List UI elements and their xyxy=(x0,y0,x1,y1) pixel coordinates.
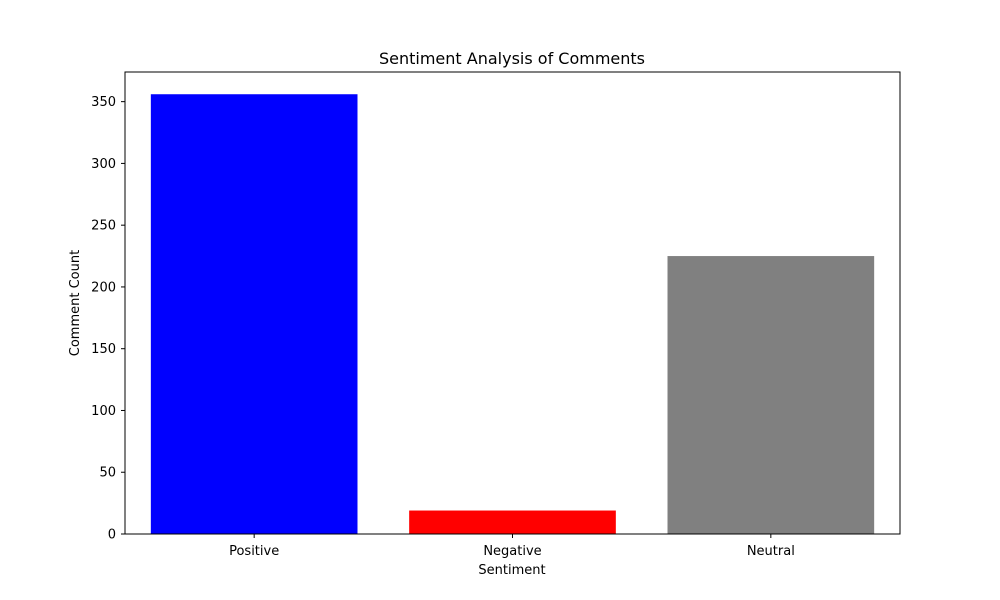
x-tick-label: Positive xyxy=(229,544,279,559)
x-tick-label: Neutral xyxy=(747,544,795,559)
bars-group xyxy=(150,94,875,534)
x-axis-ticks: Positive Negative Neutral xyxy=(229,534,795,559)
y-tick-label: 200 xyxy=(91,280,116,295)
y-tick-label: 50 xyxy=(99,466,116,481)
x-axis-label: Sentiment xyxy=(478,563,545,578)
y-axis-label: Comment Count xyxy=(68,250,83,356)
chart-title: Sentiment Analysis of Comments xyxy=(379,49,645,68)
y-tick-label: 350 xyxy=(91,95,116,110)
y-tick-label: 100 xyxy=(91,404,116,419)
bar-neutral xyxy=(667,256,875,534)
y-tick-label: 0 xyxy=(108,528,116,543)
y-tick-label: 250 xyxy=(91,219,116,234)
y-axis-ticks: 0 50 100 150 200 250 300 350 xyxy=(91,95,125,543)
y-tick-label: 150 xyxy=(91,342,116,357)
bar-positive xyxy=(150,94,358,534)
x-tick-label: Negative xyxy=(483,544,541,559)
y-tick-label: 300 xyxy=(91,157,116,172)
bar-negative xyxy=(409,510,616,534)
